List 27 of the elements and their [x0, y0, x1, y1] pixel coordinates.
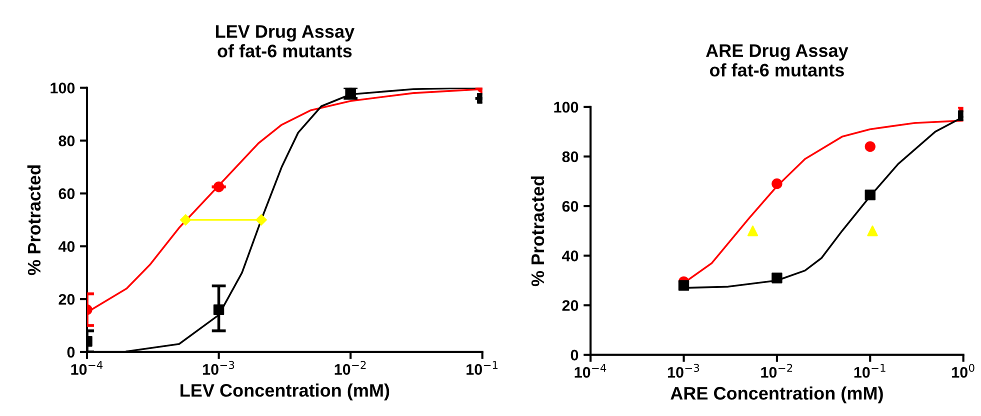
x-tick-label: 10$^{−1}$ [854, 364, 886, 378]
y-axis-title: % Protracted [530, 176, 544, 286]
chart-title: LEV Drug Assay of fat-6 mutants [216, 25, 354, 58]
y-tick-label: 80 [58, 135, 75, 146]
x-tick-label: 10$^{−3}$ [668, 364, 700, 378]
x-tick-label: 10$^{−2}$ [761, 364, 792, 378]
y-tick-label: 80 [562, 151, 578, 162]
chart-title: ARE Drug Assay of fat-6 mutants [706, 44, 848, 77]
y-tick-label: 100 [554, 102, 578, 113]
x-tick-label: 10$^{−3}$ [203, 360, 234, 375]
y-tick-label: 40 [58, 241, 75, 252]
y-tick-label: 20 [562, 300, 578, 311]
x-tick-label: 10$^{−2}$ [334, 360, 366, 375]
x-axis-title: LEV Concentration (mM) [180, 384, 390, 400]
y-tick-label: 20 [58, 294, 75, 305]
y-tick-label: 0 [570, 350, 578, 361]
y-axis-title: % Protracted [27, 165, 41, 276]
x-tick-label: 10$^{0}$ [952, 364, 974, 378]
x-tick-label: 10$^{−1}$ [466, 361, 498, 375]
y-tick-label: 60 [58, 188, 75, 200]
y-tick-label: 40 [562, 250, 578, 262]
x-axis-title: ARE Concentration (mM) [670, 386, 883, 404]
y-tick-label: 60 [562, 200, 578, 212]
y-tick-label: 0 [67, 346, 75, 358]
x-tick-label: 10$^{−4}$ [574, 364, 606, 378]
y-tick-label: 100 [50, 82, 75, 94]
x-tick-label: 10$^{−4}$ [71, 361, 103, 375]
